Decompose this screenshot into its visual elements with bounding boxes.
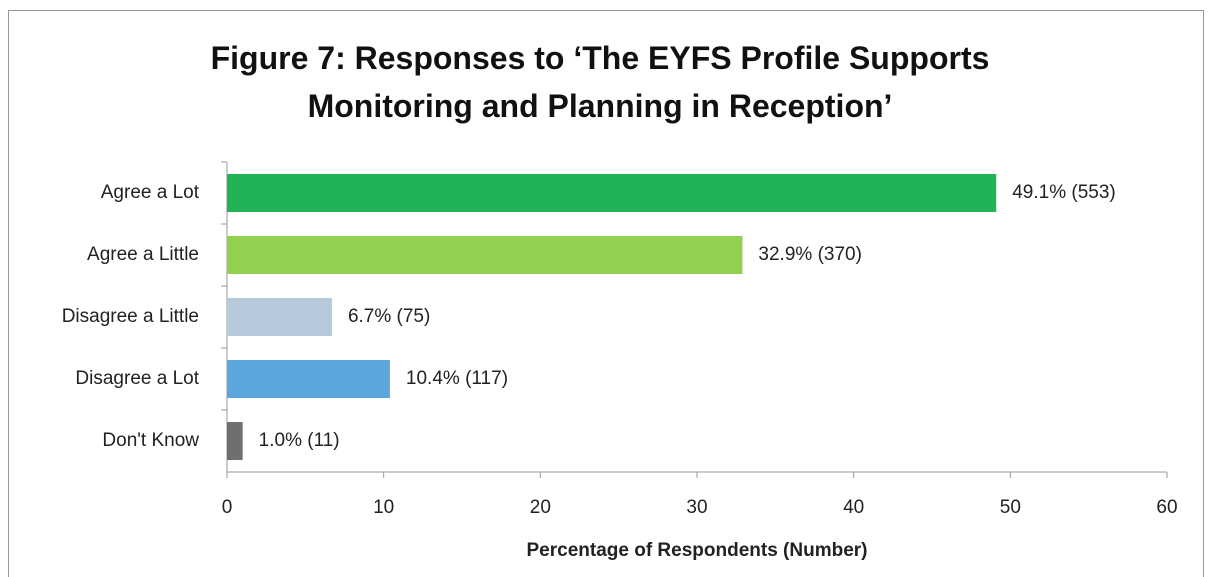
y-tick-label: Agree a Lot [101,182,200,203]
x-tick-label: 0 [222,497,233,518]
x-tick-label: 60 [1156,497,1177,518]
y-tick-label: Disagree a Little [62,306,199,327]
x-tick-label: 10 [373,497,394,518]
value-label: 6.7% (75) [348,306,430,327]
value-label: 10.4% (117) [406,368,508,389]
y-tick-label: Disagree a Lot [75,368,199,389]
x-tick-label: 40 [843,497,864,518]
bar [227,360,390,398]
x-tick-label: 20 [530,497,551,518]
y-tick-label: Don't Know [102,430,199,451]
chart-title: Figure 7: Responses to ‘The EYFS Profile… [210,40,990,124]
bar [227,298,332,336]
frame [8,10,1204,577]
bar [227,422,243,460]
bar [227,236,743,274]
x-tick-label: 50 [1000,497,1021,518]
value-label: 1.0% (11) [259,430,340,451]
bar [227,174,997,212]
value-label: 49.1% (553) [1012,182,1116,203]
value-label: 32.9% (370) [758,244,862,265]
x-tick-label: 30 [686,497,707,518]
y-tick-label: Agree a Little [87,244,199,265]
x-axis-label: Percentage of Respondents (Number) [527,540,868,561]
